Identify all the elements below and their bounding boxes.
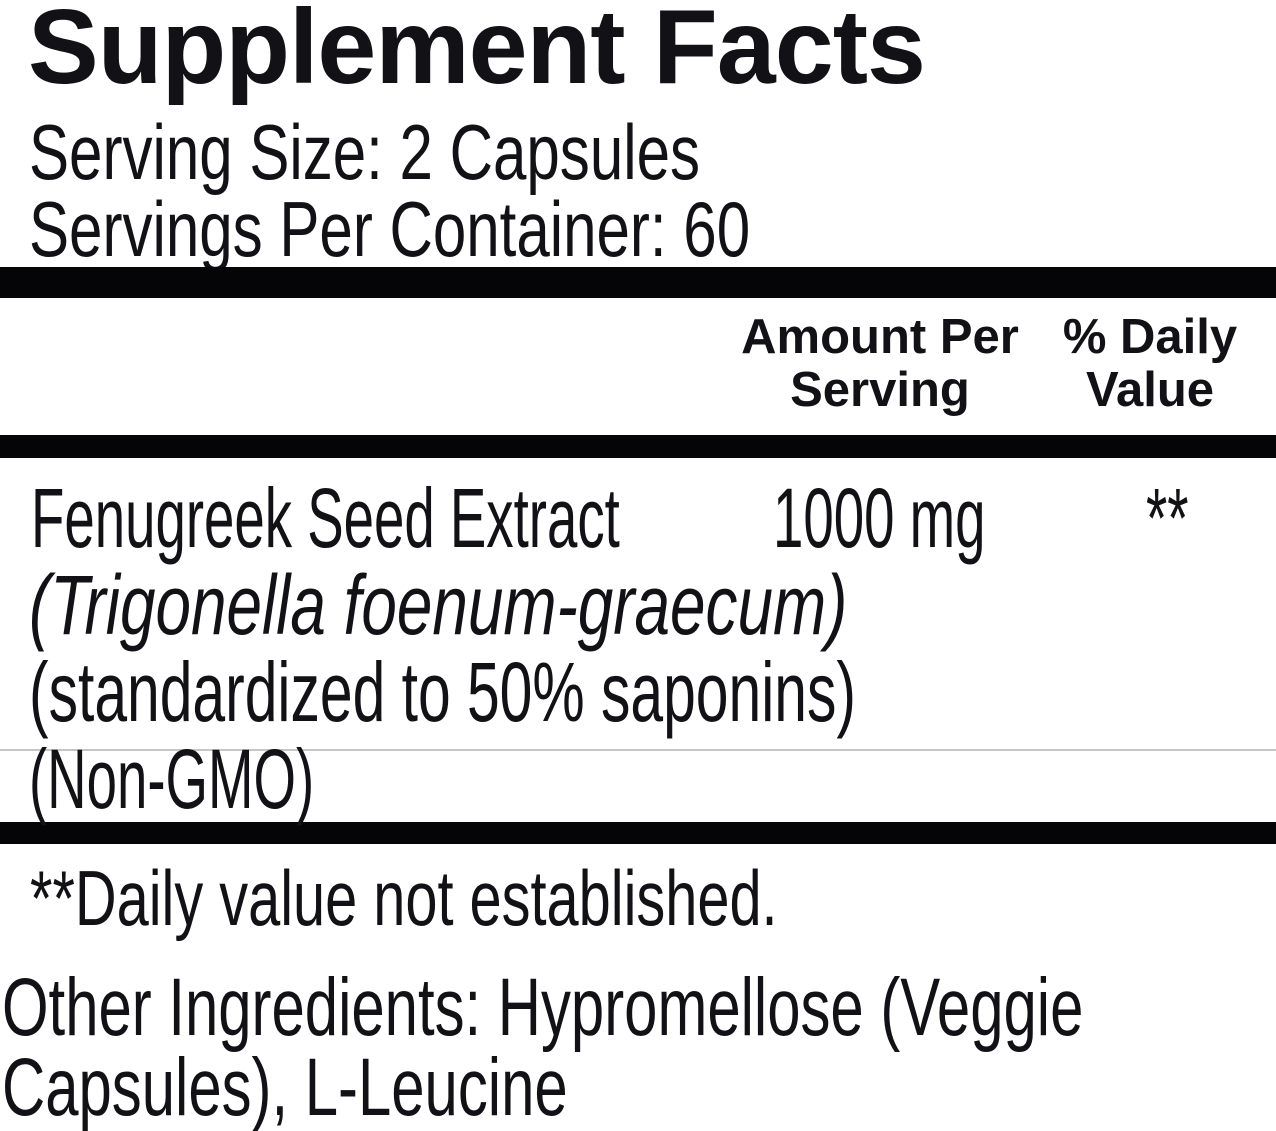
other-ingredients-line1: Other Ingredients: Hypromellose (Veggie	[2, 962, 1084, 1053]
divider-bar-bottom	[0, 822, 1276, 844]
ingredient-standardization: (standardized to 50% saponins)	[29, 645, 856, 739]
amount-per-serving-header: Amount Per Serving	[715, 311, 1045, 417]
panel-title: Supplement Facts	[28, 0, 926, 106]
ingredient-name: Fenugreek Seed Extract	[31, 471, 620, 565]
column-headers-row: Amount Per Serving % Daily Value	[0, 311, 1276, 433]
divider-bar-middle	[0, 435, 1276, 458]
row-divider-hairline	[0, 749, 1276, 751]
daily-value-header-line2: Value	[1085, 363, 1215, 417]
daily-value-header-line1: % Daily	[1062, 310, 1238, 364]
percent-daily-value-header: % Daily Value	[1043, 311, 1257, 417]
serving-size-line: Serving Size: 2 Capsules	[29, 108, 701, 196]
amount-header-line2: Serving	[790, 363, 970, 417]
ingredient-non-gmo: (Non-GMO)	[29, 732, 315, 826]
amount-header-line1: Amount Per	[741, 310, 1019, 364]
ingredient-daily-value-mark: **	[1146, 471, 1189, 565]
servings-per-container-line: Servings Per Container: 60	[29, 185, 751, 273]
ingredient-botanical-name: (Trigonella foenum-graecum)	[29, 558, 848, 652]
daily-value-footnote: **Daily value not established.	[30, 854, 778, 942]
ingredient-amount: 1000 mg	[773, 471, 986, 565]
other-ingredients-line2: Capsules), L-Leucine	[2, 1042, 568, 1131]
divider-bar-top	[0, 267, 1276, 298]
